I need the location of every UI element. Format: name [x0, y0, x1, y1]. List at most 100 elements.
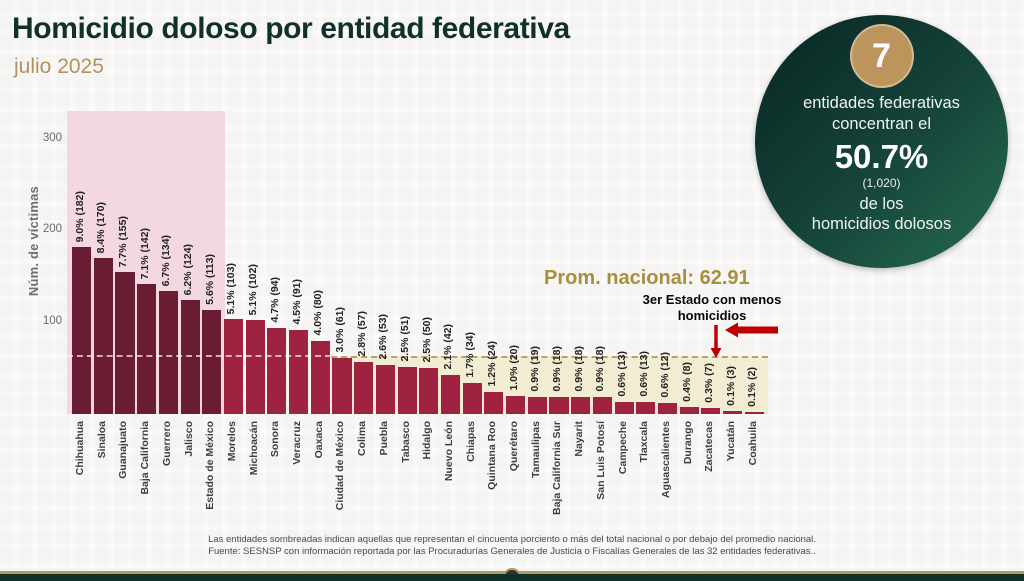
state-label-chihuahua: Chihuahua — [74, 421, 86, 476]
bar-chihuahua — [72, 247, 92, 414]
badge-line3: de los — [859, 194, 904, 213]
value-label-jalisco: 6.2% (124) — [182, 243, 194, 295]
value-label-ciudad-de-m-xico: 3.0% (61) — [333, 307, 346, 353]
state-label-zacatecas: Zacatecas — [703, 421, 716, 472]
value-label-estado-de-m-xico: 5.6% (113) — [203, 254, 216, 305]
bar-puebla — [375, 365, 395, 414]
red-arrows-icon — [710, 322, 778, 358]
value-label-campeche: 0.6% (13) — [616, 351, 628, 397]
value-label-tamaulipas: 0.9% (19) — [529, 346, 542, 392]
bar-guanajuato — [115, 272, 135, 414]
footer-green-bar — [0, 574, 1024, 581]
bar-jalisco — [180, 300, 200, 414]
y-tick-200: 200 — [42, 223, 62, 236]
state-label-campeche: Campeche — [616, 421, 629, 475]
badge-line4: homicidios dolosos — [811, 215, 952, 234]
bar-yucat-n — [723, 411, 743, 414]
bar-sonora — [267, 328, 287, 414]
value-label-colima: 2.8% (57) — [355, 311, 368, 357]
state-label-michoac-n: Michoacán — [247, 421, 260, 476]
third-lowest-annotation: 3er Estado con menos homicidios — [638, 292, 786, 324]
third-lowest-line1: 3er Estado con menos — [642, 292, 782, 307]
value-label-zacatecas: 0.3% (7) — [702, 363, 715, 403]
state-label-morelos: Morelos — [225, 421, 238, 462]
page-subtitle: julio 2025 — [14, 55, 104, 78]
state-label-chiapas: Chiapas — [464, 421, 477, 462]
bar-estado-de-m-xico — [202, 310, 222, 414]
state-label-veracruz: Veracruz — [291, 421, 303, 465]
state-label-coahuila: Coahuila — [746, 421, 759, 466]
bar-sinaloa — [93, 258, 113, 414]
state-label-tamaulipas: Tamaulipas — [529, 421, 542, 478]
value-label-baja-california: 7.1% (142) — [138, 227, 151, 279]
value-label-puebla: 2.6% (53) — [377, 314, 390, 360]
summary-badge: 7 entidades federativas concentran el 50… — [755, 15, 1008, 268]
badge-line1: entidades federativas — [803, 94, 960, 112]
state-label-estado-de-m-xico: Estado de México — [204, 421, 217, 510]
state-label-puebla: Puebla — [377, 421, 390, 456]
bar-baja-california — [137, 284, 157, 414]
value-label-aguascalientes: 0.6% (12) — [659, 352, 672, 398]
state-label-sinaloa: Sinaloa — [95, 421, 108, 459]
y-axis-title: Núm. de víctimas — [26, 186, 41, 297]
state-label-guanajuato: Guanajuato — [117, 421, 130, 479]
bar-quintana-roo — [484, 392, 504, 414]
bar-chiapas — [462, 383, 482, 414]
value-label-guerrero: 6.7% (134) — [160, 234, 173, 286]
bars-layer: 9.0% (182) Chihuahua 8.4% (170) Sinaloa 7.7%… — [72, 111, 772, 515]
state-label-oaxaca: Oaxaca — [312, 421, 325, 459]
value-label-quer-taro: 1.0% (20) — [507, 345, 520, 391]
badge-percent: 50.7% — [834, 138, 929, 176]
badge-line2: concentran el — [831, 114, 932, 133]
state-label-tlaxcala: Tlaxcala — [638, 421, 651, 463]
bar-morelos — [223, 319, 244, 414]
bar-aguascalientes — [657, 403, 678, 414]
value-label-michoac-n: 5.1% (102) — [247, 263, 260, 315]
value-label-nayarit: 0.9% (18) — [572, 346, 585, 392]
national-average-line — [67, 355, 331, 357]
value-label-tlaxcala: 0.6% (13) — [637, 351, 650, 397]
bar-quer-taro — [506, 396, 526, 414]
state-label-san-luis-potos-: San Luis Potosí — [594, 421, 607, 500]
value-label-durango: 0.4% (8) — [681, 362, 694, 402]
value-label-quintana-roo: 1.2% (24) — [485, 341, 498, 387]
bar-michoac-n — [245, 320, 265, 414]
bar-nuevo-le-n — [440, 375, 461, 414]
value-label-veracruz: 4.5% (91) — [290, 279, 303, 325]
state-label-nuevo-le-n: Nuevo León — [442, 421, 455, 482]
state-label-yucat-n: Yucatán — [725, 421, 737, 462]
state-label-ciudad-de-m-xico: Ciudad de México — [334, 421, 347, 511]
state-label-aguascalientes: Aguascalientes — [659, 421, 672, 499]
value-label-san-luis-potos-: 0.9% (18) — [594, 346, 607, 392]
state-label-colima: Colima — [356, 421, 369, 457]
state-label-durango: Durango — [681, 421, 694, 465]
bar-oaxaca — [310, 341, 330, 414]
page-title: Homicidio doloso por entidad federativa — [12, 12, 570, 45]
state-label-quer-taro: Querétaro — [508, 421, 520, 472]
value-label-chiapas: 1.7% (34) — [464, 332, 477, 378]
value-label-baja-california-sur: 0.9% (18) — [550, 346, 563, 392]
bar-tlaxcala — [636, 402, 656, 414]
bar-veracruz — [289, 330, 309, 414]
bar-baja-california-sur — [549, 397, 569, 414]
state-label-nayarit: Nayarit — [573, 421, 586, 457]
bar-durango — [679, 407, 699, 414]
value-label-coahuila: 0.1% (2) — [746, 367, 759, 407]
bar-san-luis-potos- — [592, 397, 612, 414]
badge-number: 7 — [849, 24, 914, 88]
value-label-nuevo-le-n: 2.1% (42) — [442, 324, 455, 370]
national-average-label: Prom. nacional: 62.91 — [544, 267, 750, 289]
bar-zacatecas — [701, 408, 721, 414]
value-label-guanajuato: 7.7% (155) — [116, 215, 129, 267]
third-lowest-line2: homicidios — [677, 307, 747, 323]
bar-guerrero — [158, 291, 178, 414]
state-label-hidalgo: Hidalgo — [421, 421, 434, 460]
bar-colima — [354, 362, 374, 414]
value-label-yucat-n: 0.1% (3) — [724, 366, 737, 406]
bar-campeche — [614, 402, 634, 414]
bar-tabasco — [397, 367, 417, 414]
state-label-tabasco: Tabasco — [399, 421, 412, 463]
value-label-morelos: 5.1% (103) — [225, 262, 238, 314]
state-label-baja-california: Baja California — [139, 421, 152, 495]
footnote-shading: Las entidades sombreadas indican aquella… — [208, 534, 816, 545]
